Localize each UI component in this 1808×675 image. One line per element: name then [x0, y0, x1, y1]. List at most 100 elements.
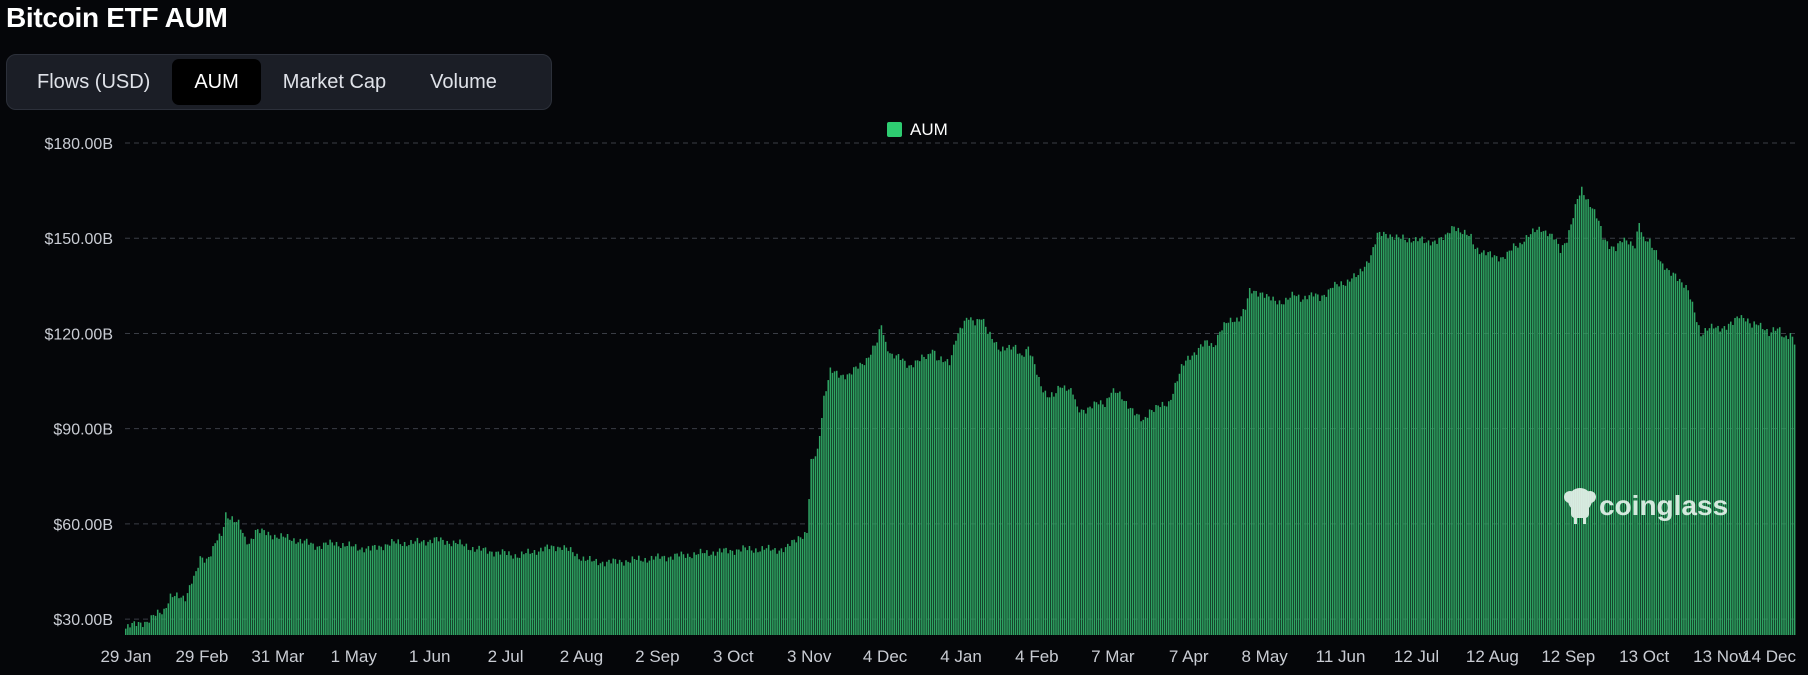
aum-bar[interactable] — [648, 560, 651, 635]
aum-bar[interactable] — [1172, 393, 1174, 635]
aum-bar[interactable] — [595, 558, 597, 635]
aum-bar[interactable] — [1142, 419, 1145, 635]
aum-bar[interactable] — [640, 560, 642, 635]
aum-bar[interactable] — [1231, 322, 1234, 635]
aum-bar[interactable] — [620, 562, 623, 635]
aum-bar[interactable] — [1466, 234, 1468, 635]
aum-bar[interactable] — [1146, 417, 1149, 635]
aum-bar[interactable] — [1031, 356, 1034, 635]
aum-bar[interactable] — [684, 557, 687, 635]
aum-bar[interactable] — [601, 561, 604, 635]
aum-bar[interactable] — [804, 532, 806, 635]
aum-bar[interactable] — [244, 536, 246, 635]
aum-bar[interactable] — [1470, 233, 1472, 635]
aum-bar[interactable] — [1725, 329, 1728, 635]
aum-bar[interactable] — [970, 317, 972, 635]
aum-bar[interactable] — [976, 319, 978, 635]
aum-bar[interactable] — [276, 537, 278, 635]
aum-bar[interactable] — [955, 340, 957, 635]
aum-bar[interactable] — [535, 554, 538, 635]
aum-bar[interactable] — [1625, 240, 1628, 635]
aum-bar[interactable] — [408, 545, 410, 635]
aum-bar[interactable] — [842, 374, 844, 635]
aum-bar[interactable] — [322, 542, 325, 635]
aum-bar[interactable] — [823, 395, 825, 635]
aum-bar[interactable] — [693, 552, 695, 635]
aum-bar[interactable] — [440, 537, 442, 635]
aum-bar[interactable] — [1089, 406, 1091, 635]
aum-bar[interactable] — [827, 380, 829, 635]
aum-bar[interactable] — [503, 551, 506, 635]
aum-bar[interactable] — [1627, 244, 1630, 635]
aum-bar[interactable] — [706, 550, 708, 635]
aum-bar[interactable] — [1446, 232, 1449, 635]
aum-bar[interactable] — [1206, 340, 1208, 635]
aum-bar[interactable] — [1568, 230, 1570, 635]
aum-bar[interactable] — [305, 538, 308, 635]
aum-bar[interactable] — [301, 543, 304, 635]
aum-bar[interactable] — [716, 551, 719, 635]
aum-bar[interactable] — [1391, 236, 1394, 635]
aum-bar[interactable] — [1097, 404, 1100, 635]
aum-bar[interactable] — [1187, 355, 1189, 635]
aum-bar[interactable] — [1544, 230, 1547, 635]
aum-bar[interactable] — [1574, 204, 1577, 635]
aum-bar[interactable] — [980, 319, 983, 635]
aum-bar[interactable] — [929, 353, 932, 635]
aum-bar[interactable] — [678, 556, 680, 635]
aum-bar[interactable] — [1438, 237, 1440, 636]
aum-bar[interactable] — [914, 360, 917, 636]
aum-bar[interactable] — [1197, 347, 1200, 635]
aum-bar[interactable] — [148, 622, 150, 635]
aum-bar[interactable] — [418, 543, 421, 635]
aum-bar[interactable] — [293, 538, 295, 635]
aum-bar[interactable] — [1340, 281, 1342, 635]
aum-bar[interactable] — [1764, 330, 1766, 635]
aum-bar[interactable] — [1649, 238, 1651, 635]
aum-bar[interactable] — [776, 553, 778, 635]
aum-bar[interactable] — [169, 593, 172, 635]
aum-bar[interactable] — [672, 559, 674, 635]
aum-bar[interactable] — [625, 560, 627, 635]
aum-bar[interactable] — [1378, 231, 1381, 635]
aum-bar[interactable] — [1070, 388, 1072, 635]
aum-bar[interactable] — [580, 560, 583, 635]
aum-bar[interactable] — [1282, 304, 1285, 635]
aum-bar[interactable] — [1778, 327, 1781, 635]
aum-bar[interactable] — [1444, 234, 1447, 635]
aum-bar[interactable] — [744, 547, 746, 635]
aum-bar[interactable] — [861, 364, 864, 635]
aum-bar[interactable] — [606, 561, 608, 635]
aum-bar[interactable] — [1376, 232, 1379, 635]
aum-bar[interactable] — [831, 372, 834, 635]
aum-bar[interactable] — [1736, 316, 1738, 635]
aum-bar[interactable] — [1642, 236, 1645, 636]
aum-bar[interactable] — [1583, 195, 1585, 635]
aum-bar[interactable] — [893, 358, 895, 635]
aum-bar[interactable] — [527, 548, 529, 635]
aum-bar[interactable] — [1423, 243, 1426, 635]
aum-bar[interactable] — [506, 555, 508, 635]
aum-bar[interactable] — [1623, 237, 1626, 636]
aum-bar[interactable] — [159, 612, 161, 635]
aum-bar[interactable] — [1225, 323, 1228, 635]
aum-bar[interactable] — [761, 546, 763, 635]
aum-bar[interactable] — [520, 551, 523, 635]
aum-bar[interactable] — [1095, 402, 1098, 635]
aum-bar[interactable] — [1600, 226, 1602, 635]
aum-bar[interactable] — [1202, 346, 1204, 635]
aum-bar[interactable] — [1429, 245, 1432, 635]
aum-bar[interactable] — [1681, 282, 1683, 635]
aum-bar[interactable] — [1050, 392, 1053, 635]
aum-bar[interactable] — [1308, 295, 1311, 635]
aum-bar[interactable] — [1021, 355, 1023, 635]
aum-bar[interactable] — [1638, 223, 1641, 635]
aum-bar[interactable] — [1757, 325, 1760, 635]
aum-bar[interactable] — [784, 547, 787, 635]
aum-bar[interactable] — [1338, 286, 1340, 635]
aum-bar[interactable] — [1412, 241, 1415, 635]
aum-bar[interactable] — [333, 545, 336, 635]
aum-bar[interactable] — [1553, 239, 1555, 635]
aum-bar[interactable] — [127, 624, 129, 635]
aum-bar[interactable] — [450, 546, 453, 635]
